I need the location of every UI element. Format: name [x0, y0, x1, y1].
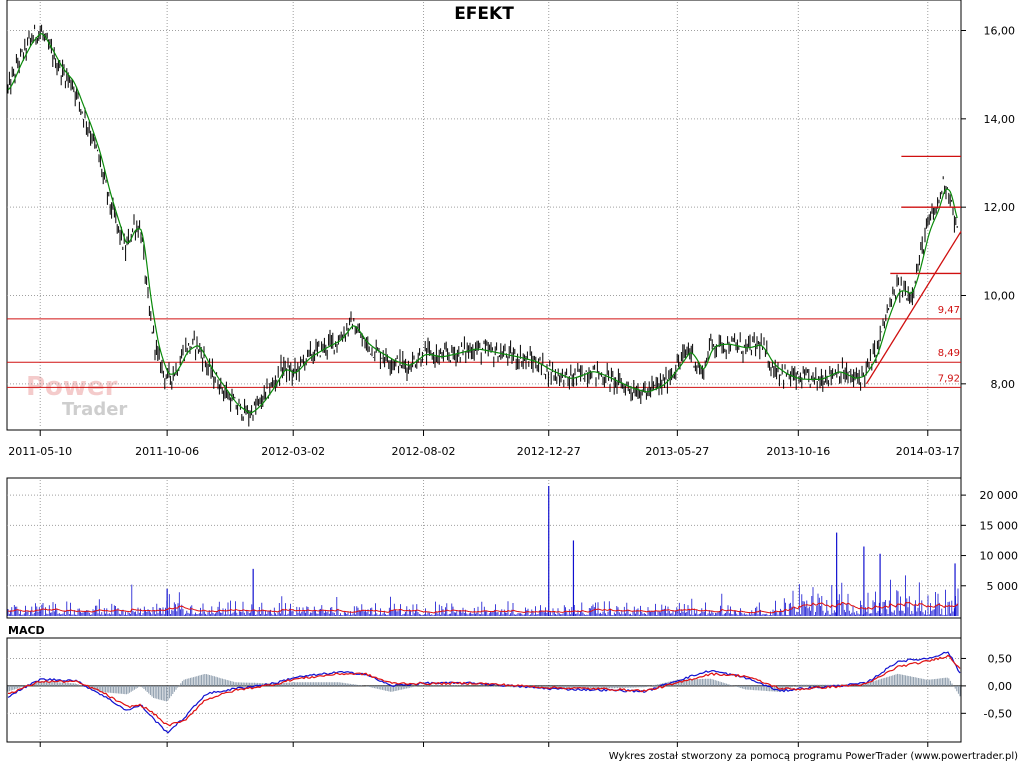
trend-line [865, 231, 962, 385]
macd-tick-label: 0,50 [988, 652, 1013, 665]
tick-labels: 2011-05-10 2011-10-06 2012-03-02 2012-08-02… [8, 25, 1019, 747]
level-label: 8,49 [938, 348, 960, 359]
volume-tick-label: 20 000 [980, 489, 1019, 502]
x-tick-label: 2013-05-27 [645, 445, 709, 458]
price-tick-label: 16,00 [984, 25, 1016, 38]
volume-average-line [7, 601, 959, 614]
price-tick-label: 10,00 [984, 290, 1016, 303]
level-label: 9,47 [938, 305, 960, 316]
x-tick-label: 2011-05-10 [8, 445, 72, 458]
volume-tick-label: 15 000 [980, 519, 1019, 532]
x-tick-label: 2014-03-17 [896, 445, 960, 458]
x-tick-label: 2012-03-02 [261, 445, 325, 458]
watermark-line2: Trader [62, 399, 127, 420]
price-tick-label: 14,00 [984, 113, 1016, 126]
price-tick-label: 8,00 [991, 378, 1016, 391]
footer-credit: Wykres został stworzony za pomocą progra… [609, 751, 1018, 762]
x-tick-label: 2012-08-02 [392, 445, 456, 458]
macd-tick-label: 0,00 [988, 680, 1013, 693]
price-panel-frame [6, 0, 962, 431]
price-tick-label: 12,00 [984, 201, 1016, 214]
price-average-line [7, 33, 958, 414]
volume-series [7, 486, 959, 616]
level-label: 7,92 [938, 373, 960, 384]
x-tick-label: 2011-10-06 [135, 445, 199, 458]
chart-title: EFEKT [454, 4, 514, 24]
macd-title: MACD [8, 624, 45, 637]
macd-series [7, 651, 961, 734]
x-tick-label: 2013-10-16 [766, 445, 830, 458]
volume-tick-label: 5 000 [987, 580, 1019, 593]
x-tick-label: 2012-12-27 [517, 445, 581, 458]
volume-tick-label: 10 000 [980, 550, 1019, 563]
macd-signal-line [8, 654, 961, 727]
macd-tick-label: -0,50 [984, 707, 1012, 720]
price-series [7, 24, 958, 427]
grid-lines [7, 2, 961, 740]
trend-lines [865, 155, 962, 385]
